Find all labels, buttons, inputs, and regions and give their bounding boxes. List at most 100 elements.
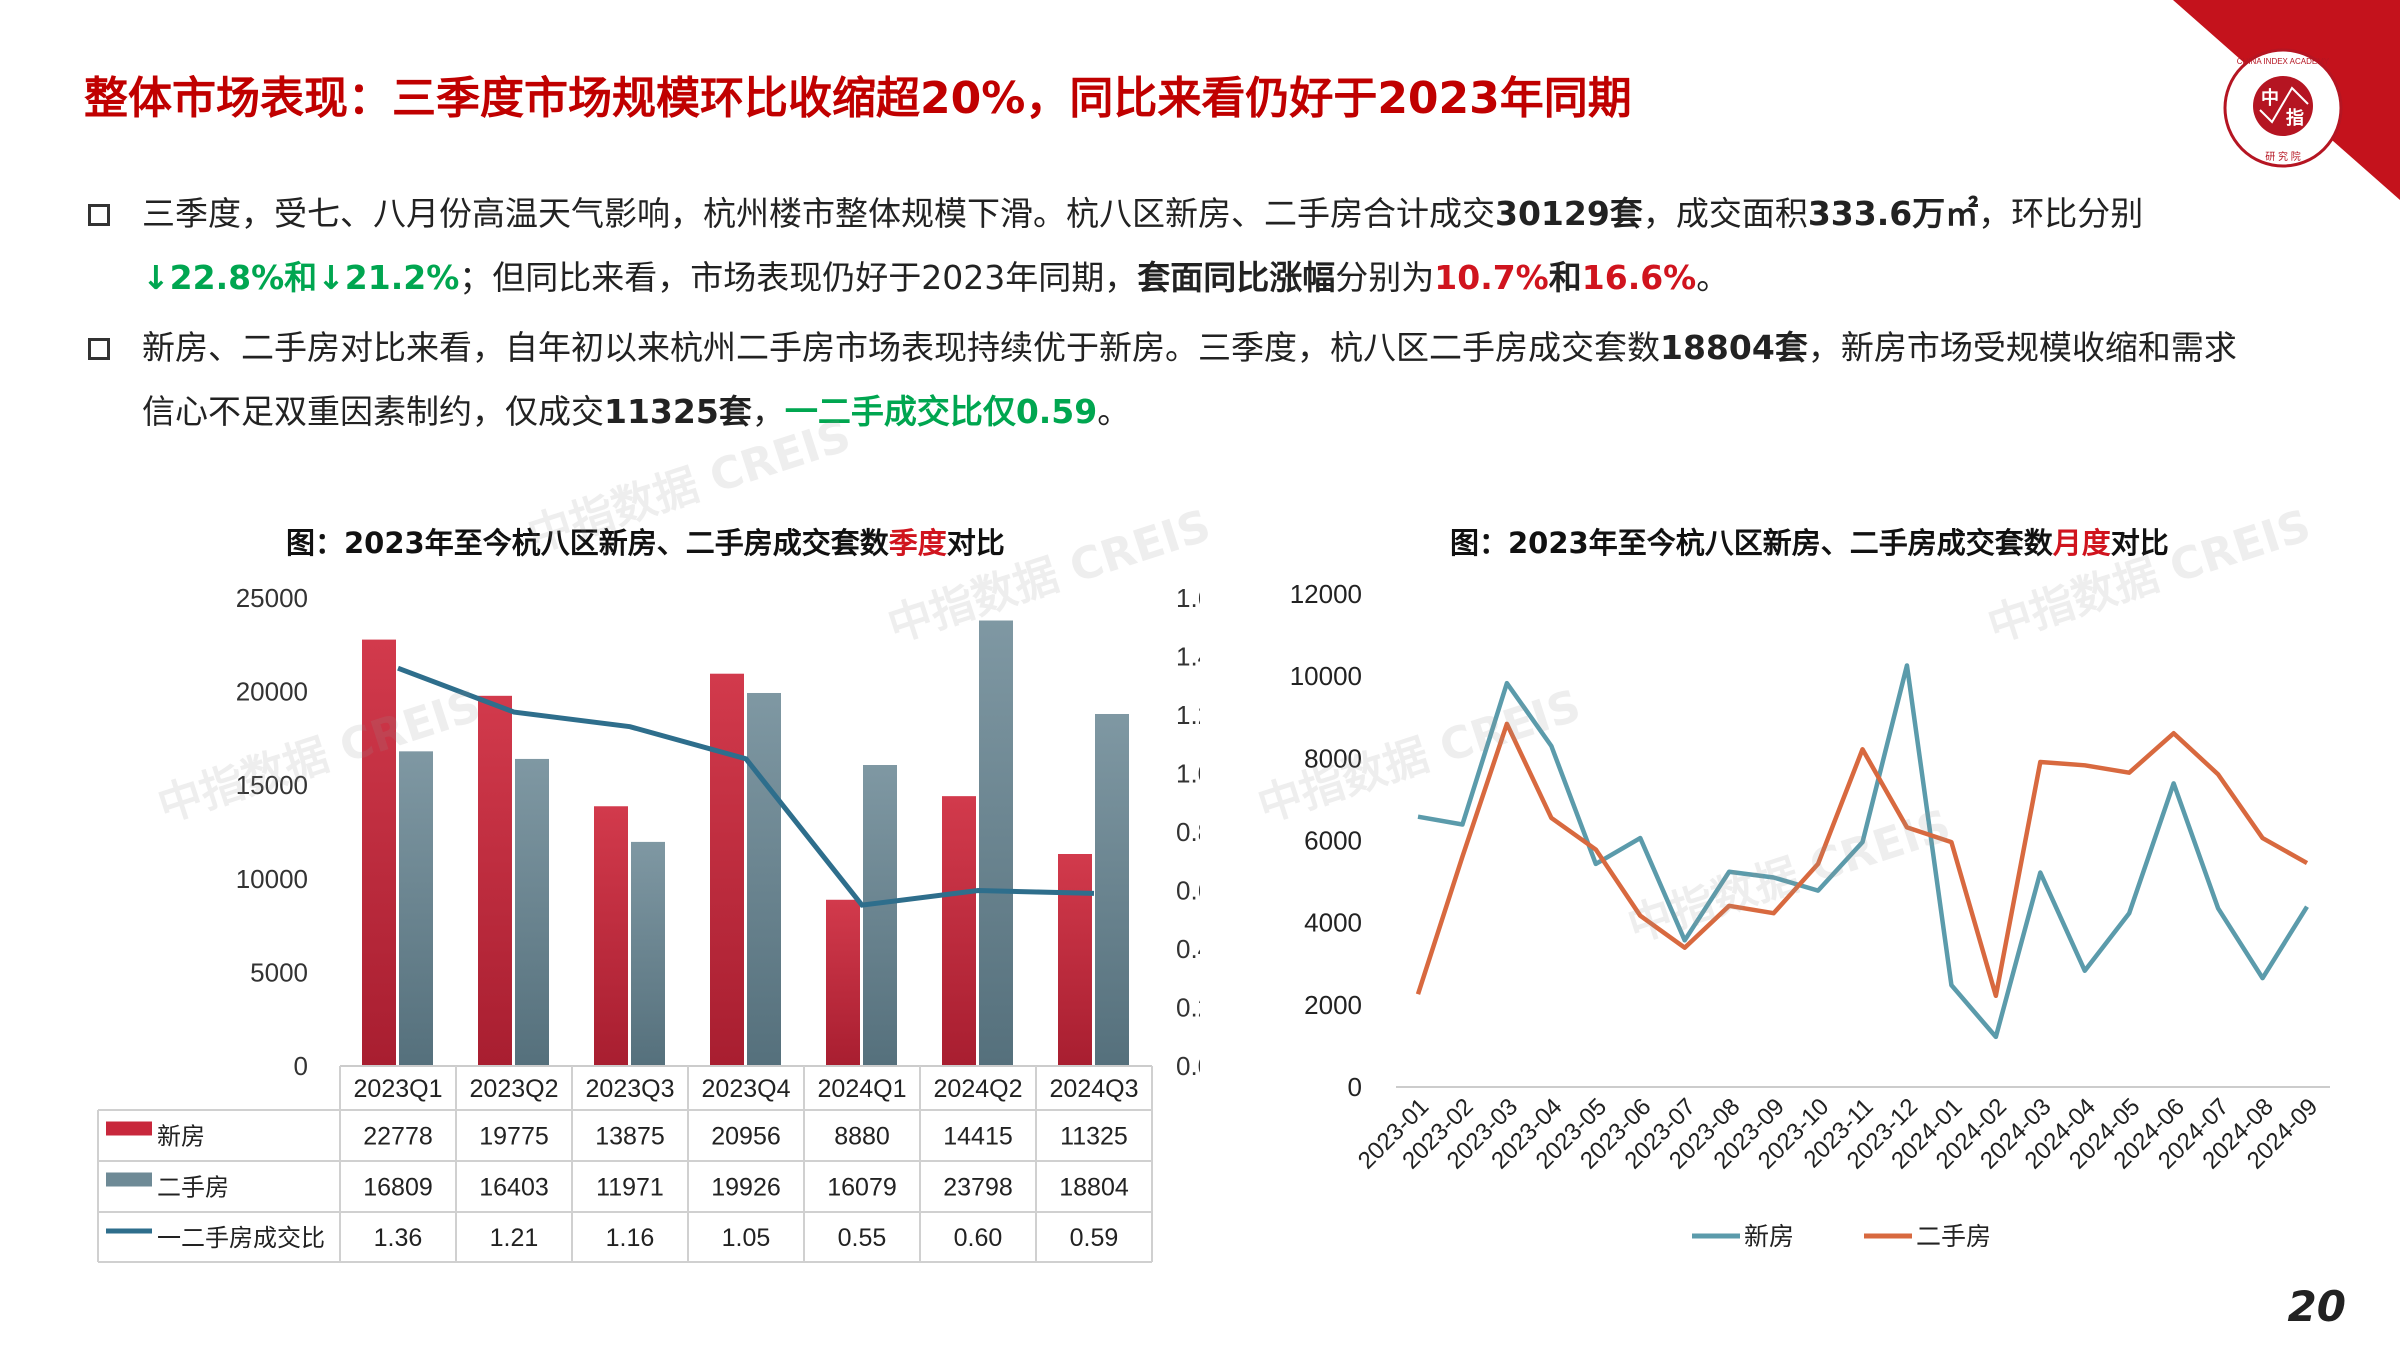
bullet-text-segment: ；但同比来看，市场表现仍好于2023年同期， (459, 258, 1138, 297)
legend-label: 新房 (157, 1124, 205, 1151)
bar-second-hand (863, 765, 897, 1066)
table-cell: 18804 (1059, 1174, 1129, 1202)
y2-tick-label: 0.2 (1176, 993, 1200, 1023)
table-cell: 1.21 (490, 1224, 539, 1252)
legend-label: 二手房 (157, 1175, 229, 1202)
bar-new-home (478, 695, 512, 1066)
bullet-text-segment: ↓22.8%和↓21.2% (142, 258, 460, 297)
svg-text:指: 指 (2286, 107, 2304, 128)
legend-swatch (106, 1121, 152, 1136)
y2-tick-label: 1.4 (1176, 642, 1200, 672)
new-home-line (1417, 663, 2309, 1040)
bar-second-hand (1095, 713, 1129, 1066)
bar-new-home (1058, 853, 1092, 1066)
bullet-text-segment: 10.7% (1434, 258, 1549, 297)
y-tick-label: 6000 (1304, 826, 1362, 856)
bar-new-home (362, 639, 396, 1066)
bar-new-home (594, 806, 628, 1066)
bullet-text-segment: 333.6万㎡ (1807, 194, 1979, 233)
bullet-text-segment: ， (751, 392, 785, 431)
bar-new-home (826, 899, 860, 1066)
table-cell: 1.05 (722, 1224, 771, 1252)
bullet-text-segment: 16.6% (1581, 258, 1697, 297)
chart-title-text: 图：2023年至今杭八区新房、二手房成交套数 (286, 526, 889, 560)
table-cell: 16079 (827, 1174, 897, 1202)
brand-logo: 中 指 研 究 院 CHINA INDEX ACADEMY (2173, 0, 2400, 200)
bar-new-home (942, 796, 976, 1066)
bullet-text-segment: ，环比分别 (1978, 194, 2144, 233)
bullet-text-segment: 新房、二手房对比来看，自年初以来杭州二手房市场表现持续优于新房。三季度，杭八区二… (142, 328, 1660, 367)
bullet-text-segment: 。 (1097, 392, 1131, 431)
table-cell: 14415 (943, 1123, 1013, 1151)
table-cell: 20956 (711, 1123, 781, 1151)
bullet-text-segment: 30129套 (1495, 194, 1643, 233)
chart-title-highlight: 月度 (2052, 526, 2111, 560)
quarterly-chart-title: 图：2023年至今杭八区新房、二手房成交套数季度对比 (286, 520, 1005, 562)
svg-text:CHINA INDEX ACADEMY: CHINA INDEX ACADEMY (2237, 57, 2330, 66)
table-cell: 16403 (479, 1174, 549, 1202)
bullet-1: 三季度，受七、八月份高温天气影响，杭州楼市整体规模下滑。杭八区新房、二手房合计成… (84, 182, 2264, 310)
table-cell: 0.55 (838, 1224, 887, 1252)
bullet-text-segment: 和 (1548, 258, 1582, 297)
table-cell: 13875 (595, 1123, 665, 1151)
chart-title-highlight: 季度 (888, 526, 947, 560)
y2-tick-label: 0.4 (1176, 934, 1200, 964)
y-tick-label: 12000 (1290, 579, 1362, 609)
y2-tick-label: 1.2 (1176, 700, 1200, 730)
page-number: 20 (2287, 1282, 2346, 1331)
y2-tick-label: 1.0 (1176, 759, 1200, 789)
second-hand-line (1415, 721, 2309, 999)
square-bullet-icon (88, 338, 110, 360)
bullet-list: 三季度，受七、八月份高温天气影响，杭州楼市整体规模下滑。杭八区新房、二手房合计成… (84, 182, 2264, 450)
x-tick-label: 2023Q3 (586, 1075, 675, 1103)
monthly-chart: 0200040006000800010000120002023-012023-0… (1290, 579, 2330, 1251)
monthly-chart-title: 图：2023年至今杭八区新房、二手房成交套数月度对比 (1450, 520, 2169, 562)
table-cell: 0.60 (954, 1224, 1003, 1252)
bullet-text-segment: 分别为 (1335, 258, 1435, 297)
square-bullet-icon (88, 204, 110, 226)
table-cell: 11325 (1060, 1123, 1128, 1151)
table-cell: 8880 (834, 1123, 890, 1151)
table-cell: 1.16 (606, 1224, 655, 1252)
bar-second-hand (515, 758, 549, 1066)
svg-text:研 究 院: 研 究 院 (2265, 150, 2301, 163)
bar-new-home (710, 673, 744, 1066)
y2-tick-label: 0.8 (1176, 817, 1200, 847)
y2-tick-label: 0.6 (1176, 876, 1200, 906)
bullet-text-segment: 一二手成交比仅0.59 (784, 392, 1098, 431)
y-tick-label: 0 (294, 1051, 308, 1081)
bar-second-hand (631, 841, 665, 1066)
table-cell: 16809 (363, 1174, 433, 1202)
legend-label: 一二手房成交比 (157, 1225, 325, 1252)
y-tick-label: 8000 (1304, 743, 1362, 773)
y2-tick-label: 1.6 (1176, 583, 1200, 613)
x-tick-label: 2024Q2 (934, 1075, 1023, 1103)
page-title: 整体市场表现：三季度市场规模环比收缩超20%，同比来看仍好于2023年同期 (84, 73, 1632, 124)
chart-title-text: 对比 (2110, 526, 2169, 560)
quarterly-chart: 0 5000 10000 15000 20000 25000 0.0 0.2 0.4 0.6 0.8… (97, 583, 1200, 1263)
ratio-line (397, 665, 1095, 908)
y-tick-label: 2000 (1304, 990, 1362, 1020)
bullet-2: 新房、二手房对比来看，自年初以来杭州二手房市场表现持续优于新房。三季度，杭八区二… (84, 316, 2264, 444)
x-tick-label: 2024Q3 (1050, 1075, 1139, 1103)
bullet-text-segment: 11325套 (604, 392, 752, 431)
y-tick-label: 5000 (250, 957, 308, 987)
svg-text:中: 中 (2261, 87, 2279, 108)
y-tick-label: 20000 (236, 677, 308, 707)
y-tick-label: 25000 (236, 583, 308, 613)
table-cell: 19775 (479, 1123, 549, 1151)
bullet-text-segment: 。 (1696, 258, 1730, 297)
legend-label: 新房 (1744, 1223, 1794, 1251)
x-tick-label: 2024Q1 (818, 1075, 907, 1103)
chart-title-text: 图：2023年至今杭八区新房、二手房成交套数 (1450, 526, 2053, 560)
x-tick-label: 2023Q4 (702, 1075, 791, 1103)
bar-second-hand (979, 620, 1013, 1066)
chart-title-text: 对比 (946, 526, 1005, 560)
y-tick-label: 10000 (1290, 661, 1362, 691)
y-tick-label: 4000 (1304, 908, 1362, 938)
table-cell: 22778 (363, 1123, 433, 1151)
bar-second-hand (747, 692, 781, 1066)
table-cell: 23798 (943, 1174, 1013, 1202)
table-cell: 19926 (711, 1174, 781, 1202)
legend-label: 二手房 (1916, 1223, 1991, 1251)
